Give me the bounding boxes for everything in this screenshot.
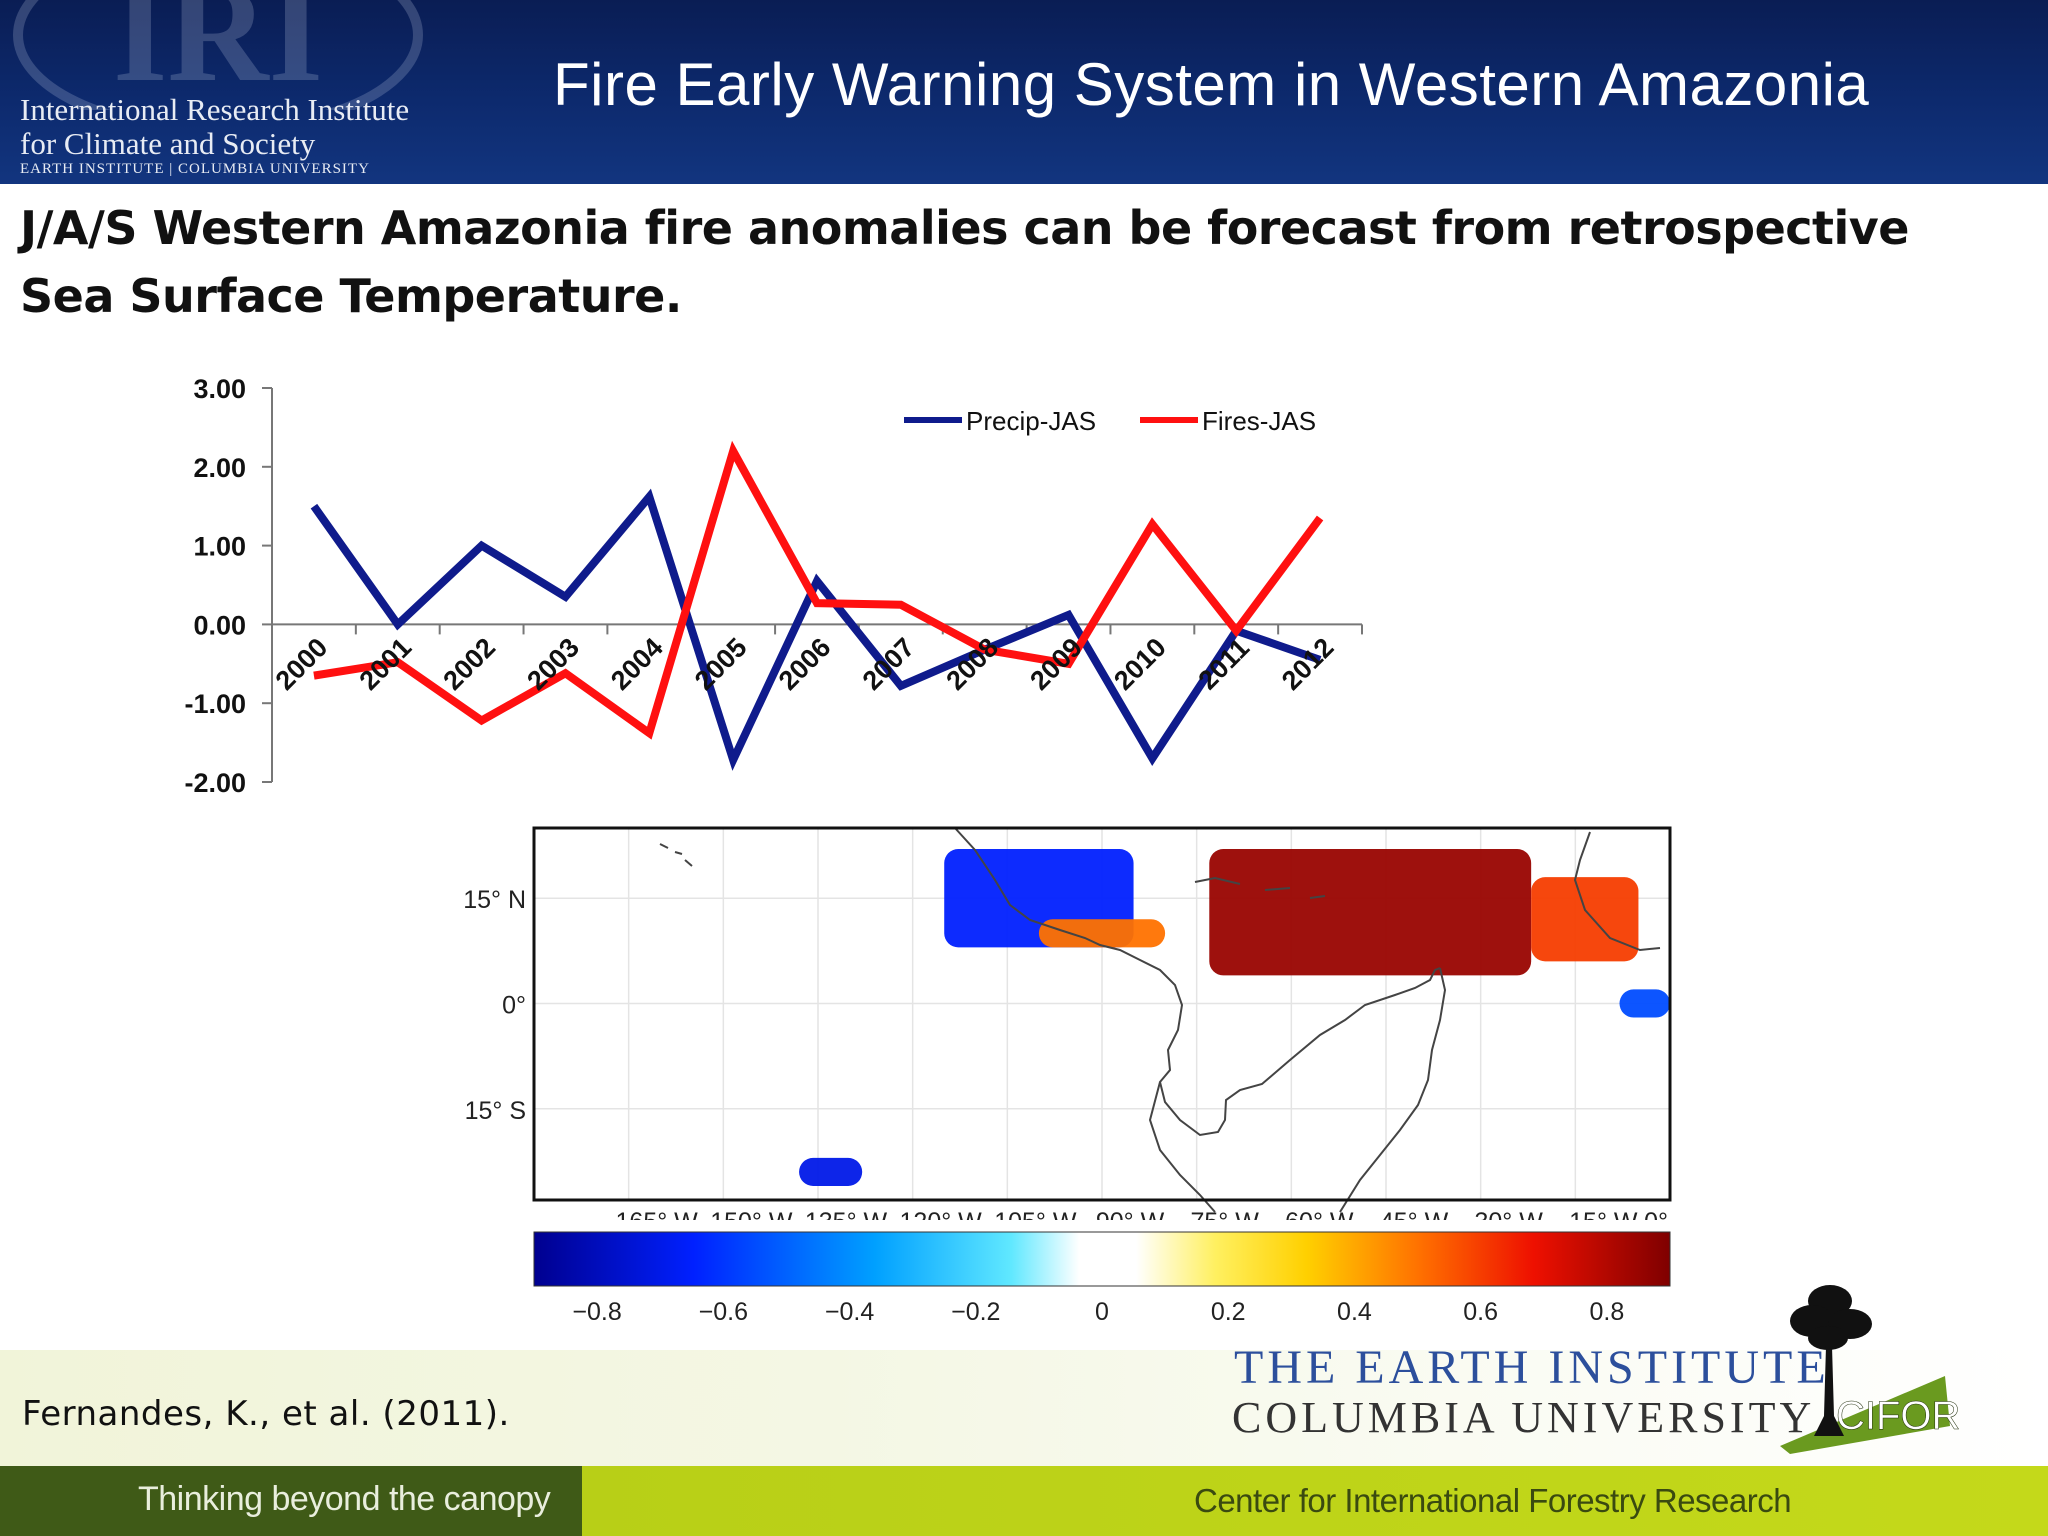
institute-affiliation: EARTH INSTITUTE | COLUMBIA UNIVERSITY xyxy=(20,161,370,177)
colorbar-tick-label: −0.2 xyxy=(951,1298,1000,1326)
anomaly-region xyxy=(1209,849,1532,976)
map-lon-label: 90° W xyxy=(1096,1208,1165,1220)
cifor-tagline: Thinking beyond the canopy xyxy=(138,1480,551,1518)
map-colorbar: −0.8 −0.6 −0.4 −0.2 0 0.2 0.4 0.6 0.8 xyxy=(533,1231,1671,1326)
cifor-logo: CIFOR xyxy=(1780,1285,1960,1454)
earth-institute-logo-line2: COLUMBIA UNIVERSITY xyxy=(1232,1393,1816,1442)
map-lon-label: 30° W xyxy=(1474,1208,1543,1220)
x-tick-label: 2001 xyxy=(354,632,418,696)
brazil-east-coast xyxy=(1339,967,1447,1213)
footer-band xyxy=(0,1350,2048,1466)
y-tick-label: 0.00 xyxy=(193,610,246,640)
chart-legend: Precip-JAS Fires-JAS xyxy=(904,406,1316,436)
africa-coastline xyxy=(1573,831,1661,952)
citation-text: Fernandes, K., et al. (2011). xyxy=(22,1394,510,1434)
chart-series-group xyxy=(310,440,1324,771)
map-lat-label: 15° S xyxy=(465,1097,526,1125)
footer-bar-dark: Thinking beyond the canopy xyxy=(0,1466,582,1536)
map-lon-label: 75° W xyxy=(1190,1208,1259,1220)
y-tick-label: 1.00 xyxy=(193,532,246,562)
colorbar-tick-label: −0.6 xyxy=(699,1298,748,1326)
map-latitude-labels: 15° N 0° 15° S xyxy=(463,886,526,1125)
caribbean-islands xyxy=(1194,876,1326,899)
hawaii-islands xyxy=(659,843,693,867)
map-lon-label: 150° W xyxy=(710,1208,793,1220)
x-tick-label: 2002 xyxy=(437,632,501,696)
map-lon-label: 0° xyxy=(1644,1208,1668,1220)
map-lat-label: 0° xyxy=(502,991,526,1019)
colorbar-tick-label: −0.4 xyxy=(825,1298,874,1326)
anomaly-region xyxy=(1531,877,1639,962)
anomaly-line-chart: -2.00 -1.00 0.00 1.00 2.00 3.00 2000 2001 2002 2… xyxy=(184,374,1363,798)
map-lon-label: 60° W xyxy=(1285,1208,1354,1220)
map-lon-label: 135° W xyxy=(805,1208,888,1220)
y-tick-label: 3.00 xyxy=(193,374,246,404)
x-tick-label: 2012 xyxy=(1276,632,1340,696)
map-lon-label: 165° W xyxy=(616,1208,699,1220)
colorbar-tick-label: 0.6 xyxy=(1463,1298,1498,1326)
legend-label: Fires-JAS xyxy=(1202,406,1316,436)
legend-label: Precip-JAS xyxy=(966,406,1096,436)
colorbar-tick-labels: −0.8 −0.6 −0.4 −0.2 0 0.2 0.4 0.6 0.8 xyxy=(572,1298,1624,1326)
earth-institute-logo-line1: THE EARTH INSTITUTE xyxy=(1234,1341,1830,1394)
cifor-full-name: Center for International Forestry Resear… xyxy=(1194,1482,1792,1519)
map-lon-label: 15° W xyxy=(1569,1208,1638,1220)
colorbar-tick-label: −0.8 xyxy=(572,1298,621,1326)
map-longitude-labels: 165° W 150° W 135° W 120° W 105° W 90° W 75° W… xyxy=(616,1208,1668,1220)
map-frame xyxy=(532,826,1672,1202)
colorbar-gradient xyxy=(533,1231,1671,1287)
x-tick-label: 2010 xyxy=(1108,632,1172,696)
footer-bar-lime: Center for International Forestry Resear… xyxy=(582,1466,2048,1536)
y-tick-label: -1.00 xyxy=(184,689,246,719)
anomaly-region xyxy=(1619,989,1670,1018)
americas-coastline xyxy=(954,827,1441,1137)
x-tick-label: 2006 xyxy=(773,632,837,696)
y-tick-label: -2.00 xyxy=(184,768,246,798)
cifor-text: CIFOR xyxy=(1836,1394,1960,1438)
map-coastlines xyxy=(659,827,1661,1213)
anomaly-region xyxy=(1038,919,1166,948)
slide-subtitle: J/A/S Western Amazonia fire anomalies ca… xyxy=(20,201,1910,323)
iri-logo-watermark: IRI xyxy=(13,0,423,110)
slide-header: IRI International Research Institute for… xyxy=(0,0,2048,184)
y-tick-label: 2.00 xyxy=(193,453,246,483)
map-lon-label: 45° W xyxy=(1380,1208,1449,1220)
sst-correlation-map: 15° N 0° 15° S 165° W 150° W 135° W 120° W 105… xyxy=(463,826,1672,1220)
footer-bar: Thinking beyond the canopy Center for In… xyxy=(0,1466,2048,1536)
map-lon-label: 105° W xyxy=(994,1208,1077,1220)
institute-name-line1: International Research Institute xyxy=(20,92,410,127)
series-line-fires-jas xyxy=(313,440,1324,740)
map-lat-label: 15° N xyxy=(463,886,526,914)
map-lon-label: 120° W xyxy=(900,1208,983,1220)
anomaly-region xyxy=(799,1157,863,1186)
colorbar-tick-label: 0.8 xyxy=(1590,1298,1625,1326)
x-tick-label: 2003 xyxy=(521,632,585,696)
cifor-tree-icon xyxy=(1790,1285,1872,1436)
colorbar-tick-label: 0.2 xyxy=(1211,1298,1246,1326)
south-america-west-coast xyxy=(1148,1081,1216,1213)
series-line-precip-jas xyxy=(310,488,1322,771)
colorbar-tick-label: 0.4 xyxy=(1337,1298,1372,1326)
x-tick-label: 2000 xyxy=(270,632,334,696)
iri-watermark-text: IRI xyxy=(113,0,323,110)
institute-name-line2: for Climate and Society xyxy=(20,126,316,161)
slide-title: Fire Early Warning System in Western Ama… xyxy=(553,51,1870,118)
chart-axes: -2.00 -1.00 0.00 1.00 2.00 3.00 xyxy=(184,374,1363,798)
colorbar-tick-label: 0 xyxy=(1095,1298,1109,1326)
map-anomaly-regions xyxy=(799,849,1670,1186)
